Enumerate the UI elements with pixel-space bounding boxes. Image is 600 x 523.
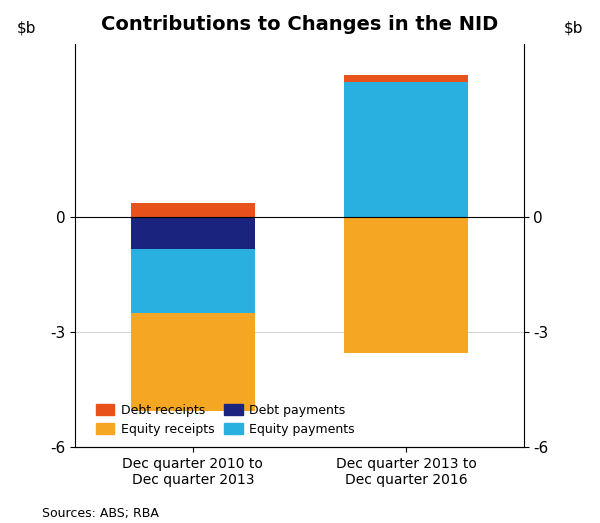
Text: $b: $b (564, 21, 583, 36)
Bar (131, 249, 255, 313)
Legend: Debt receipts, Equity receipts, Debt payments, Equity payments: Debt receipts, Equity receipts, Debt pay… (91, 399, 360, 441)
Bar (344, 82, 468, 217)
Bar (131, 217, 255, 249)
Bar (131, 203, 255, 217)
Bar (344, 75, 468, 82)
Bar (131, 313, 255, 411)
Text: Sources: ABS; RBA: Sources: ABS; RBA (42, 507, 159, 520)
Text: $b: $b (17, 21, 37, 36)
Title: Contributions to Changes in the NID: Contributions to Changes in the NID (101, 15, 498, 34)
Bar (344, 217, 468, 353)
